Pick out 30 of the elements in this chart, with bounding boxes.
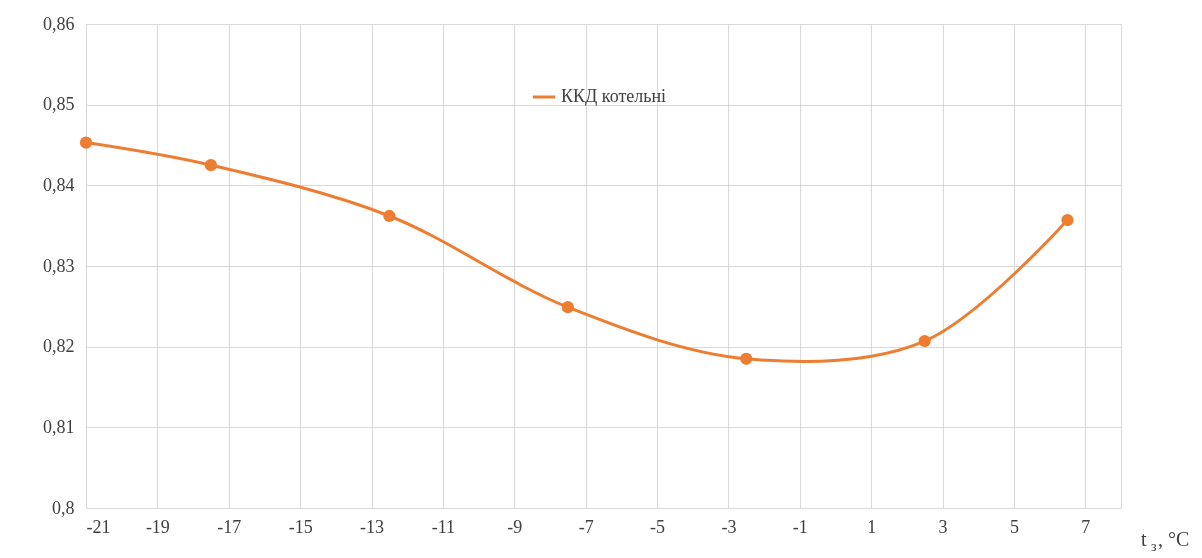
point [204, 159, 218, 172]
point [383, 209, 396, 223]
point [918, 334, 931, 348]
y-tick-label: 0,86 [43, 13, 75, 34]
x-tick-label: -21 [86, 516, 111, 537]
x-tick-label: -7 [578, 516, 594, 537]
x-tick-label: -5 [650, 516, 666, 537]
x-tick-label: -11 [431, 516, 456, 537]
legend-label: ККД котельні [561, 86, 667, 106]
x-tick-label: -3 [721, 516, 737, 537]
point [79, 136, 93, 149]
x-tick-label: -15 [288, 516, 313, 537]
x-tick-label: 7 [1081, 516, 1091, 537]
x-tick-label: -13 [360, 516, 385, 537]
y-tick-label: 0,82 [43, 336, 75, 357]
x-tick-label: -19 [145, 516, 170, 537]
y-tick-label: 0,8 [52, 497, 75, 518]
x-tick-label: 5 [1009, 516, 1019, 537]
x-tick-label: -9 [507, 516, 523, 537]
x-tick-label: 3 [938, 516, 948, 537]
y-tick-label: 0,83 [43, 255, 75, 276]
point [1061, 213, 1074, 227]
y-tick-label: 0,84 [43, 174, 75, 195]
y-tick-label: 0,81 [43, 416, 75, 437]
point [740, 352, 753, 365]
x-tick-label: -1 [792, 516, 808, 537]
point [561, 301, 574, 314]
x-tick-label: -17 [217, 516, 242, 537]
y-tick-label: 0,85 [43, 94, 75, 115]
x-tick-label: 1 [867, 516, 877, 537]
